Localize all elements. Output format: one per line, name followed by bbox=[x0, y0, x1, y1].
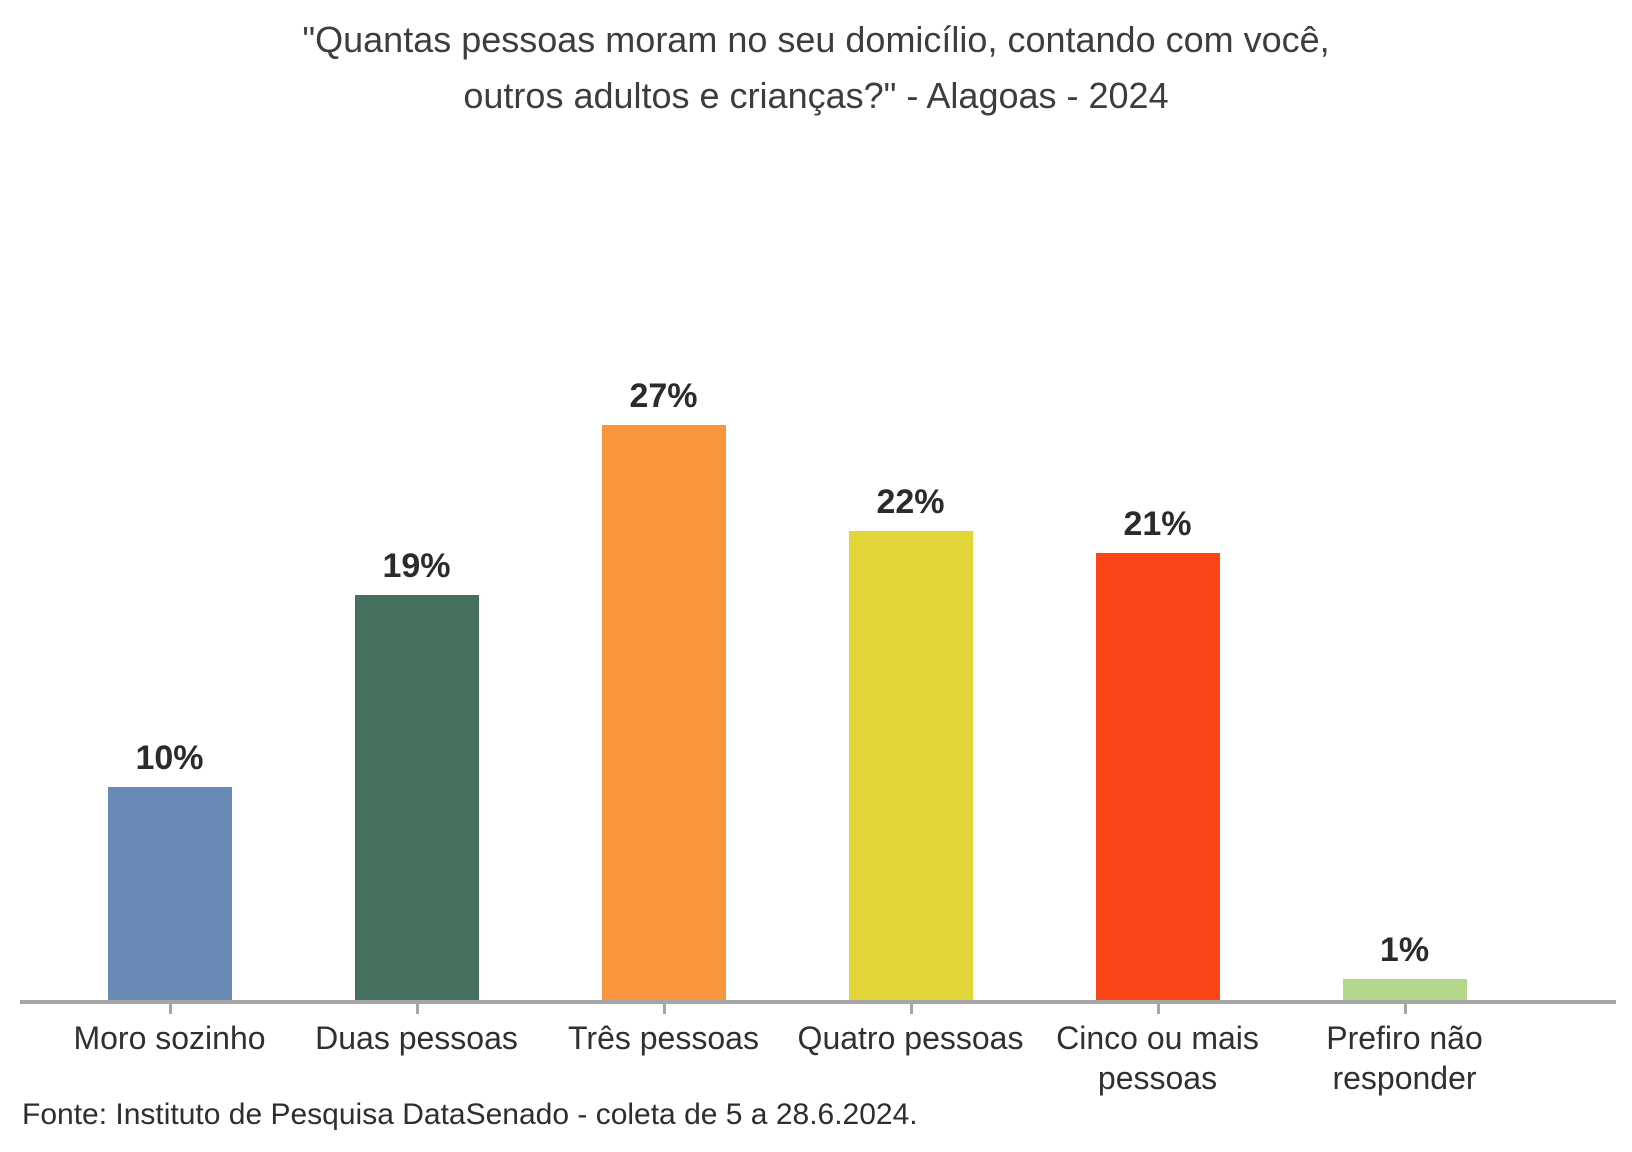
bar-value-label: 19% bbox=[382, 547, 451, 585]
bar-column: 21% bbox=[1034, 505, 1281, 1000]
bar-column: 1% bbox=[1281, 931, 1528, 1000]
bar-value-label: 22% bbox=[876, 483, 945, 521]
category-label: Quatro pessoas bbox=[787, 1004, 1034, 1098]
axis-tick bbox=[909, 1004, 913, 1014]
axis-tick bbox=[168, 1004, 172, 1014]
category-label-text: Duas pessoas bbox=[315, 1020, 518, 1056]
bar bbox=[848, 531, 973, 1000]
bar-column: 22% bbox=[787, 483, 1034, 1000]
bar bbox=[107, 787, 232, 1000]
category-label: Prefiro não responder bbox=[1281, 1004, 1528, 1098]
category-label: Duas pessoas bbox=[293, 1004, 540, 1098]
category-label-text: Três pessoas bbox=[568, 1020, 759, 1056]
category-label: Cinco ou mais pessoas bbox=[1034, 1004, 1281, 1098]
category-label-text: Prefiro não responder bbox=[1326, 1020, 1483, 1096]
category-label: Três pessoas bbox=[540, 1004, 787, 1098]
bar-value-label: 10% bbox=[135, 739, 204, 777]
category-label: Moro sozinho bbox=[46, 1004, 293, 1098]
axis-tick bbox=[1403, 1004, 1407, 1014]
category-axis: Moro sozinho Duas pessoas Três pessoas Quat… bbox=[46, 1004, 1528, 1098]
plot-area: 10% 19% 27% 22% 21% 1% bbox=[46, 340, 1528, 1000]
category-label-text: Quatro pessoas bbox=[797, 1020, 1024, 1056]
axis-tick bbox=[662, 1004, 666, 1014]
bar-value-label: 27% bbox=[629, 377, 698, 415]
chart-title: "Quantas pessoas moram no seu domicílio,… bbox=[302, 19, 1330, 116]
axis-tick bbox=[1156, 1004, 1160, 1014]
bar-column: 27% bbox=[540, 377, 787, 1000]
bar-column: 19% bbox=[293, 547, 540, 1000]
bar bbox=[601, 425, 726, 1000]
bar-column: 10% bbox=[46, 739, 293, 1000]
bar bbox=[1095, 553, 1220, 1000]
source-caption: Fonte: Instituto de Pesquisa DataSenado … bbox=[22, 1098, 918, 1131]
bar-value-label: 21% bbox=[1123, 505, 1192, 543]
bar-value-label: 1% bbox=[1379, 931, 1430, 969]
bar bbox=[354, 595, 479, 1000]
category-label-text: Moro sozinho bbox=[73, 1020, 266, 1056]
bar bbox=[1342, 979, 1467, 1000]
axis-tick bbox=[415, 1004, 419, 1014]
x-axis-line bbox=[20, 1000, 1616, 1004]
category-label-text: Cinco ou mais pessoas bbox=[1056, 1020, 1259, 1096]
